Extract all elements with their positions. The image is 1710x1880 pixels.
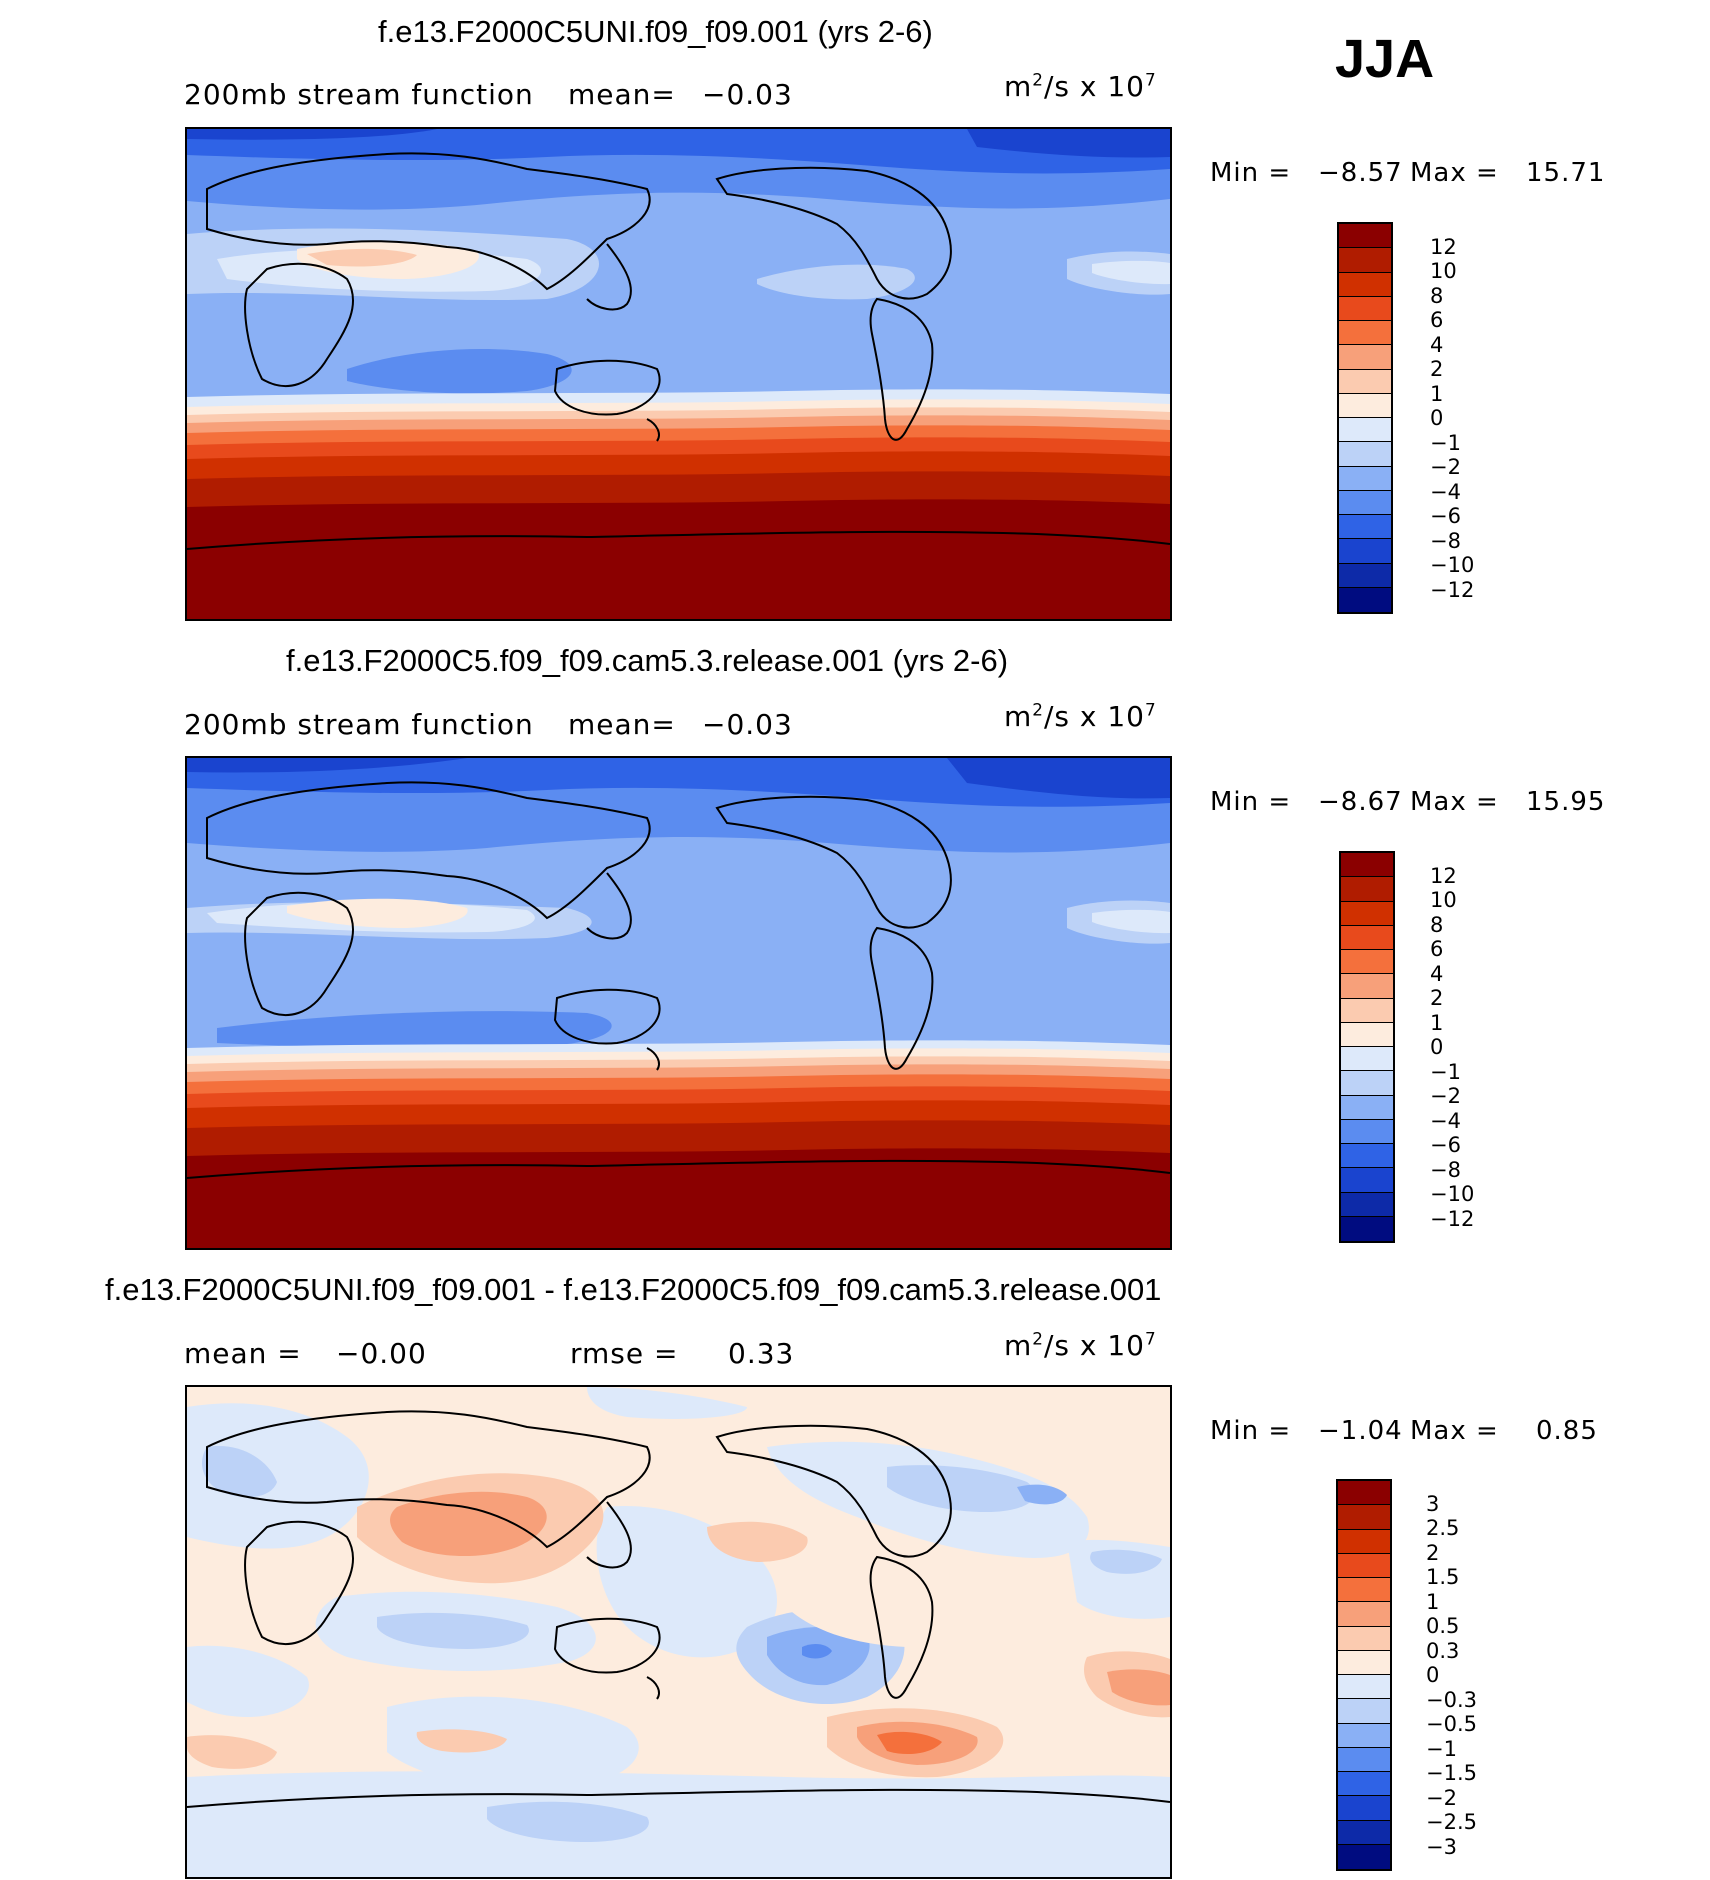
colorbar-tick-label: −4	[1430, 1109, 1461, 1133]
panel3-map	[185, 1385, 1172, 1879]
panel1-max-label: Max =	[1410, 158, 1499, 188]
colorbar-tick-label: 4	[1430, 962, 1444, 986]
panel3-rmse-value: 0.33	[728, 1337, 795, 1370]
colorbar-tick-label: −1	[1426, 1737, 1457, 1761]
panel1-colorbar	[1337, 222, 1393, 614]
colorbar-tick-label: −1	[1430, 431, 1461, 455]
panel2-map	[185, 756, 1172, 1250]
panel3-colorbar	[1336, 1479, 1392, 1871]
colorbar-tick-label: 0	[1430, 406, 1444, 430]
colorbar-tick-label: −12	[1430, 578, 1475, 602]
colorbar-tick-label: 10	[1430, 259, 1457, 283]
panel3-contour-field	[187, 1387, 1170, 1877]
colorbar-tick-label: −2.5	[1426, 1810, 1477, 1834]
colorbar-tick-label: −1	[1430, 1060, 1461, 1084]
colorbar-tick-label: −4	[1430, 480, 1461, 504]
panel3-colorbar-labels: 3 2.5 2 1.5 1 0.5 0.3 0 −0.3 −0.5 −1 −1.…	[1426, 1479, 1516, 1871]
colorbar-tick-label: −6	[1430, 1133, 1461, 1157]
colorbar-tick-label: −8	[1430, 1158, 1461, 1182]
panel1-mean-label: mean=	[568, 78, 676, 111]
colorbar-tick-label: −8	[1430, 529, 1461, 553]
panel2-units: m2/s x 107	[1004, 699, 1157, 733]
panel3-title: f.e13.F2000C5UNI.f09_f09.001 - f.e13.F20…	[105, 1272, 1162, 1307]
colorbar-tick-label: 1	[1426, 1590, 1440, 1614]
colorbar-tick-label: −2	[1426, 1786, 1457, 1810]
colorbar-tick-label: 12	[1430, 864, 1457, 888]
panel1-min-label: Min =	[1210, 158, 1292, 188]
panel2-colorbar	[1339, 851, 1395, 1243]
colorbar-tick-label: 12	[1430, 235, 1457, 259]
panel1-min-value: −8.57	[1318, 158, 1403, 188]
panel1-units: m2/s x 107	[1004, 69, 1157, 103]
colorbar-tick-label: 2	[1426, 1541, 1440, 1565]
colorbar-tick-label: 2	[1430, 986, 1444, 1010]
panel2-colorbar-labels: 12 10 8 6 4 2 1 0 −1 −2 −4 −6 −8 −10 −12	[1430, 851, 1510, 1243]
colorbar-tick-label: 1	[1430, 382, 1444, 406]
panel1-title: f.e13.F2000C5UNI.f09_f09.001 (yrs 2-6)	[378, 14, 933, 49]
panel3-max-label: Max =	[1410, 1416, 1499, 1446]
colorbar-tick-label: −10	[1430, 1182, 1475, 1206]
panel3-max-value: 0.85	[1536, 1416, 1598, 1446]
colorbar-tick-label: −0.3	[1426, 1688, 1477, 1712]
panel3-mean-value: −0.00	[336, 1337, 427, 1370]
panel2-max-value: 15.95	[1526, 787, 1606, 817]
panel3-rmse-label: rmse =	[570, 1337, 679, 1370]
panel2-mean-value: −0.03	[702, 708, 793, 741]
colorbar-tick-label: −12	[1430, 1207, 1475, 1231]
colorbar-tick-label: −10	[1430, 553, 1475, 577]
colorbar-tick-label: 4	[1430, 333, 1444, 357]
panel3-mean-label: mean =	[184, 1337, 302, 1370]
colorbar-tick-label: 10	[1430, 888, 1457, 912]
colorbar-tick-label: 3	[1426, 1492, 1440, 1516]
panel1-contour-field	[187, 129, 1170, 619]
panel3-units: m2/s x 107	[1004, 1328, 1157, 1362]
colorbar-tick-label: 8	[1430, 913, 1444, 937]
panel1-map	[185, 127, 1172, 621]
colorbar-tick-label: −0.5	[1426, 1712, 1477, 1736]
colorbar-tick-label: −6	[1430, 504, 1461, 528]
colorbar-tick-label: 2	[1430, 357, 1444, 381]
colorbar-tick-label: 0	[1430, 1035, 1444, 1059]
panel3-min-label: Min =	[1210, 1416, 1292, 1446]
panel2-mean-label: mean=	[568, 708, 676, 741]
colorbar-tick-label: 2.5	[1426, 1516, 1460, 1540]
colorbar-tick-label: 8	[1430, 284, 1444, 308]
colorbar-tick-label: 1	[1430, 1011, 1444, 1035]
panel1-mean-value: −0.03	[702, 78, 793, 111]
panel2-min-value: −8.67	[1318, 787, 1403, 817]
panel1-max-value: 15.71	[1526, 158, 1606, 188]
colorbar-tick-label: 0.3	[1426, 1639, 1460, 1663]
colorbar-tick-label: −1.5	[1426, 1761, 1477, 1785]
colorbar-tick-label: −3	[1426, 1835, 1457, 1859]
panel1-field-label: 200mb stream function	[184, 78, 534, 111]
colorbar-tick-label: −2	[1430, 455, 1461, 479]
panel2-min-label: Min =	[1210, 787, 1292, 817]
colorbar-tick-label: −2	[1430, 1084, 1461, 1108]
colorbar-tick-label: 6	[1430, 308, 1444, 332]
colorbar-tick-label: 0	[1426, 1663, 1440, 1687]
season-label: JJA	[1335, 29, 1435, 89]
colorbar-tick-label: 1.5	[1426, 1565, 1460, 1589]
panel3-min-value: −1.04	[1318, 1416, 1403, 1446]
colorbar-tick-label: 6	[1430, 937, 1444, 961]
panel2-contour-field	[187, 758, 1170, 1248]
panel1-colorbar-labels: 12 10 8 6 4 2 1 0 −1 −2 −4 −6 −8 −10 −12	[1430, 222, 1510, 614]
colorbar-tick-label: 0.5	[1426, 1614, 1460, 1638]
panel2-max-label: Max =	[1410, 787, 1499, 817]
panel2-title: f.e13.F2000C5.f09_f09.cam5.3.release.001…	[286, 643, 1009, 678]
panel2-field-label: 200mb stream function	[184, 708, 534, 741]
